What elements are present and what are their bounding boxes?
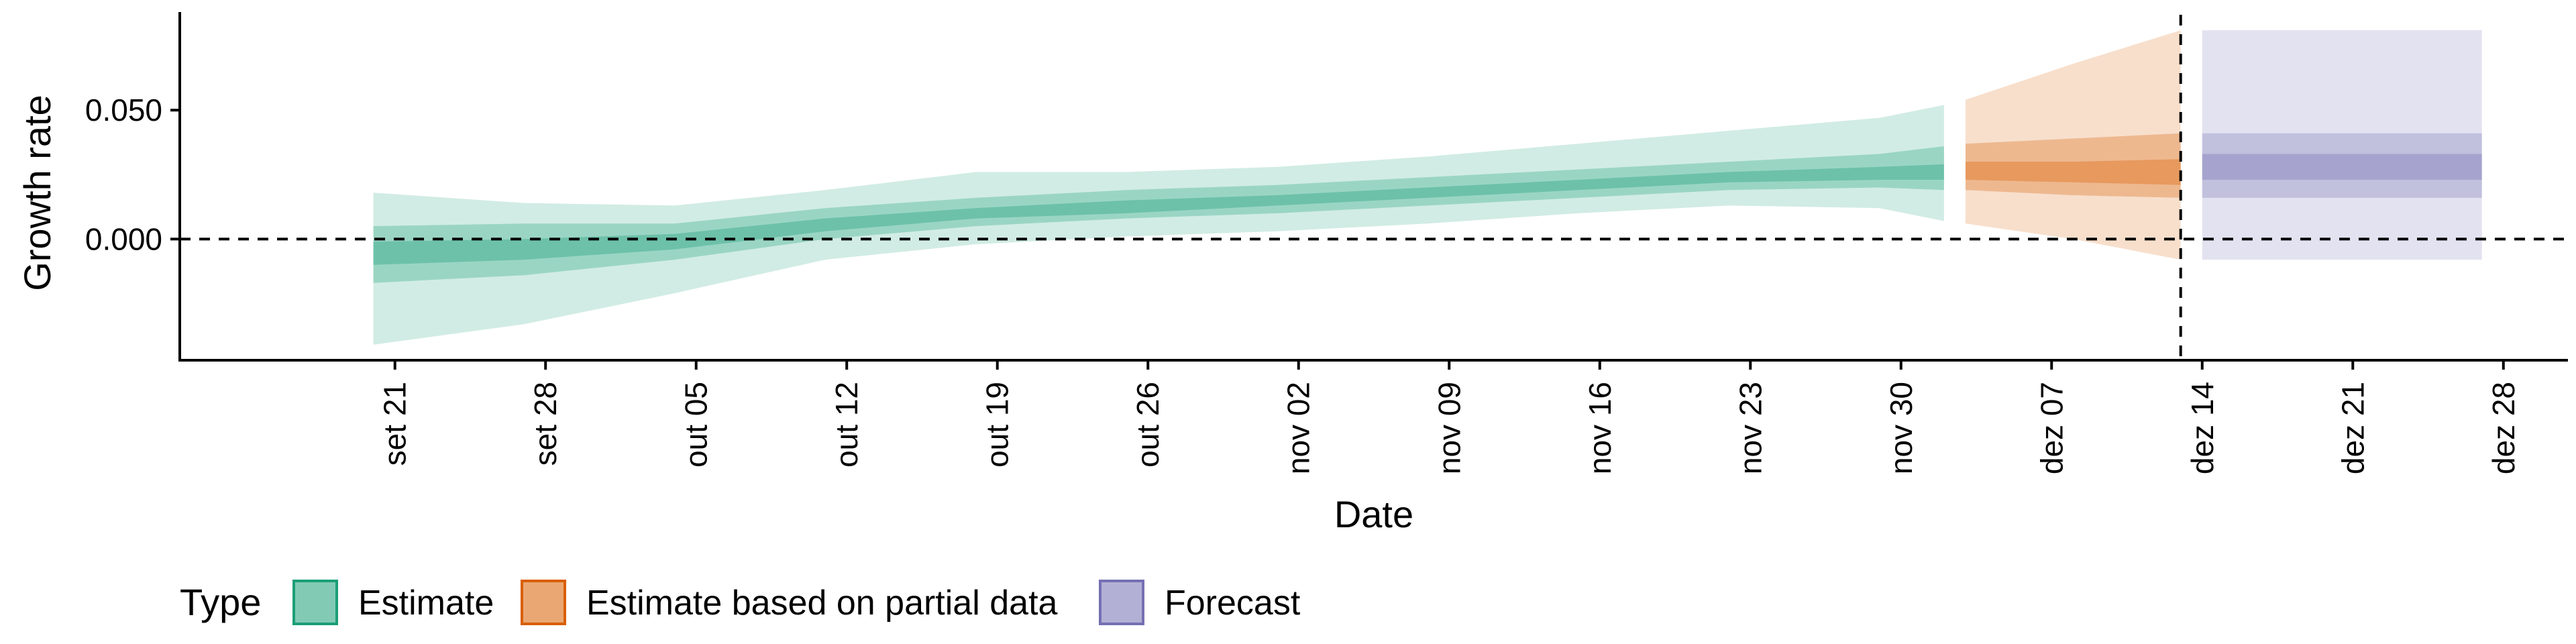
x-tick-label: out 05 <box>679 382 714 468</box>
series-0-band-90 <box>373 105 1944 345</box>
x-tick-label: set 21 <box>378 382 413 466</box>
legend-key-2 <box>1099 580 1144 625</box>
x-tick-label: out 26 <box>1130 382 1165 468</box>
series-1-band-20 <box>1966 159 2181 185</box>
legend-label-1: Estimate based on partial data <box>586 584 1058 623</box>
series-1-band-90 <box>1966 30 2181 260</box>
legend-title: Type <box>180 581 261 623</box>
x-axis-title: Date <box>1334 493 1413 535</box>
x-tick-label: nov 09 <box>1432 382 1466 474</box>
x-tick-label: dez 07 <box>2034 382 2069 474</box>
x-tick-label: dez 14 <box>2185 382 2220 474</box>
x-tick-label: nov 16 <box>1582 382 1617 474</box>
x-tick-label: dez 21 <box>2335 382 2370 474</box>
x-tick-label: set 28 <box>528 382 563 466</box>
y-axis-title: Growth rate <box>16 95 58 291</box>
legend-label-2: Forecast <box>1165 584 1301 623</box>
legend-key-1 <box>521 580 566 625</box>
x-tick-label: nov 23 <box>1733 382 1768 474</box>
ribbon-layer <box>373 30 2482 345</box>
x-tick-label: nov 30 <box>1884 382 1919 474</box>
y-tick-label: 0.000 <box>85 221 162 256</box>
x-tick-label: nov 02 <box>1281 382 1316 474</box>
legend: Type Estimate Estimate based on partial da… <box>180 580 1301 625</box>
series-2-band-90 <box>2202 30 2482 260</box>
x-tick-label: out 19 <box>980 382 1015 468</box>
series-0-band-50 <box>373 146 1944 283</box>
series-1-band-50 <box>1966 133 2181 198</box>
x-tick-label: out 12 <box>829 382 864 468</box>
legend-key-0 <box>292 580 338 625</box>
x-tick-label: dez 28 <box>2486 382 2521 474</box>
series-0-band-20 <box>373 164 1944 265</box>
legend-label-0: Estimate <box>358 584 494 623</box>
y-tick-label: 0.050 <box>85 93 162 127</box>
reference-line-layer <box>180 15 2568 360</box>
series-2-band-20 <box>2202 154 2482 180</box>
axes-layer: 0.000 0.050 set 21 set 28 out 05 out 12 out 19… <box>16 12 2568 535</box>
series-2-band-50 <box>2202 133 2482 198</box>
